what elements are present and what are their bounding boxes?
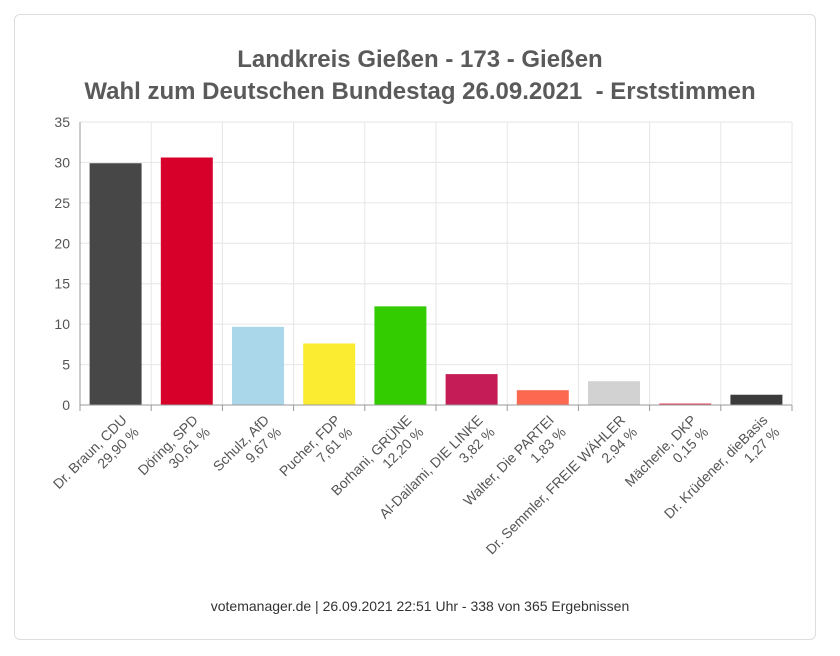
bar-7: [516, 390, 569, 405]
x-tick-label: Dr. Braun, CDU29,90 %: [50, 412, 142, 504]
x-tick-label: Schulz, AfD9,67 %: [210, 412, 285, 487]
y-tick-label: 20: [54, 235, 70, 251]
y-tick-label: 15: [54, 276, 70, 292]
bar-9: [659, 403, 712, 405]
y-tick-label: 0: [62, 397, 70, 413]
chart-footer: votemanager.de | 26.09.2021 22:51 Uhr - …: [210, 598, 630, 614]
bar-5: [374, 306, 427, 405]
chart-title-line1: Landkreis Gießen - 173 - Gießen: [237, 46, 603, 73]
y-tick-label: 10: [54, 316, 70, 332]
bar-1: [89, 163, 142, 405]
bar-2: [160, 157, 213, 405]
bar-8: [588, 381, 640, 405]
chart-title-line2: Wahl zum Deutschen Bundestag 26.09.2021 …: [84, 78, 756, 105]
bar-4: [303, 343, 356, 405]
chart-title: Landkreis Gießen - 173 - Gießen Wahl zum…: [0, 44, 840, 108]
y-tick-label: 35: [54, 114, 70, 130]
y-tick-label: 30: [54, 154, 70, 170]
bar-6: [445, 374, 498, 405]
bar-10: [730, 394, 783, 405]
x-tick-label: Döring, SPD30,61 %: [135, 412, 213, 490]
y-tick-label: 5: [62, 357, 70, 373]
y-tick-label: 25: [54, 195, 70, 211]
bar-3: [232, 326, 284, 405]
